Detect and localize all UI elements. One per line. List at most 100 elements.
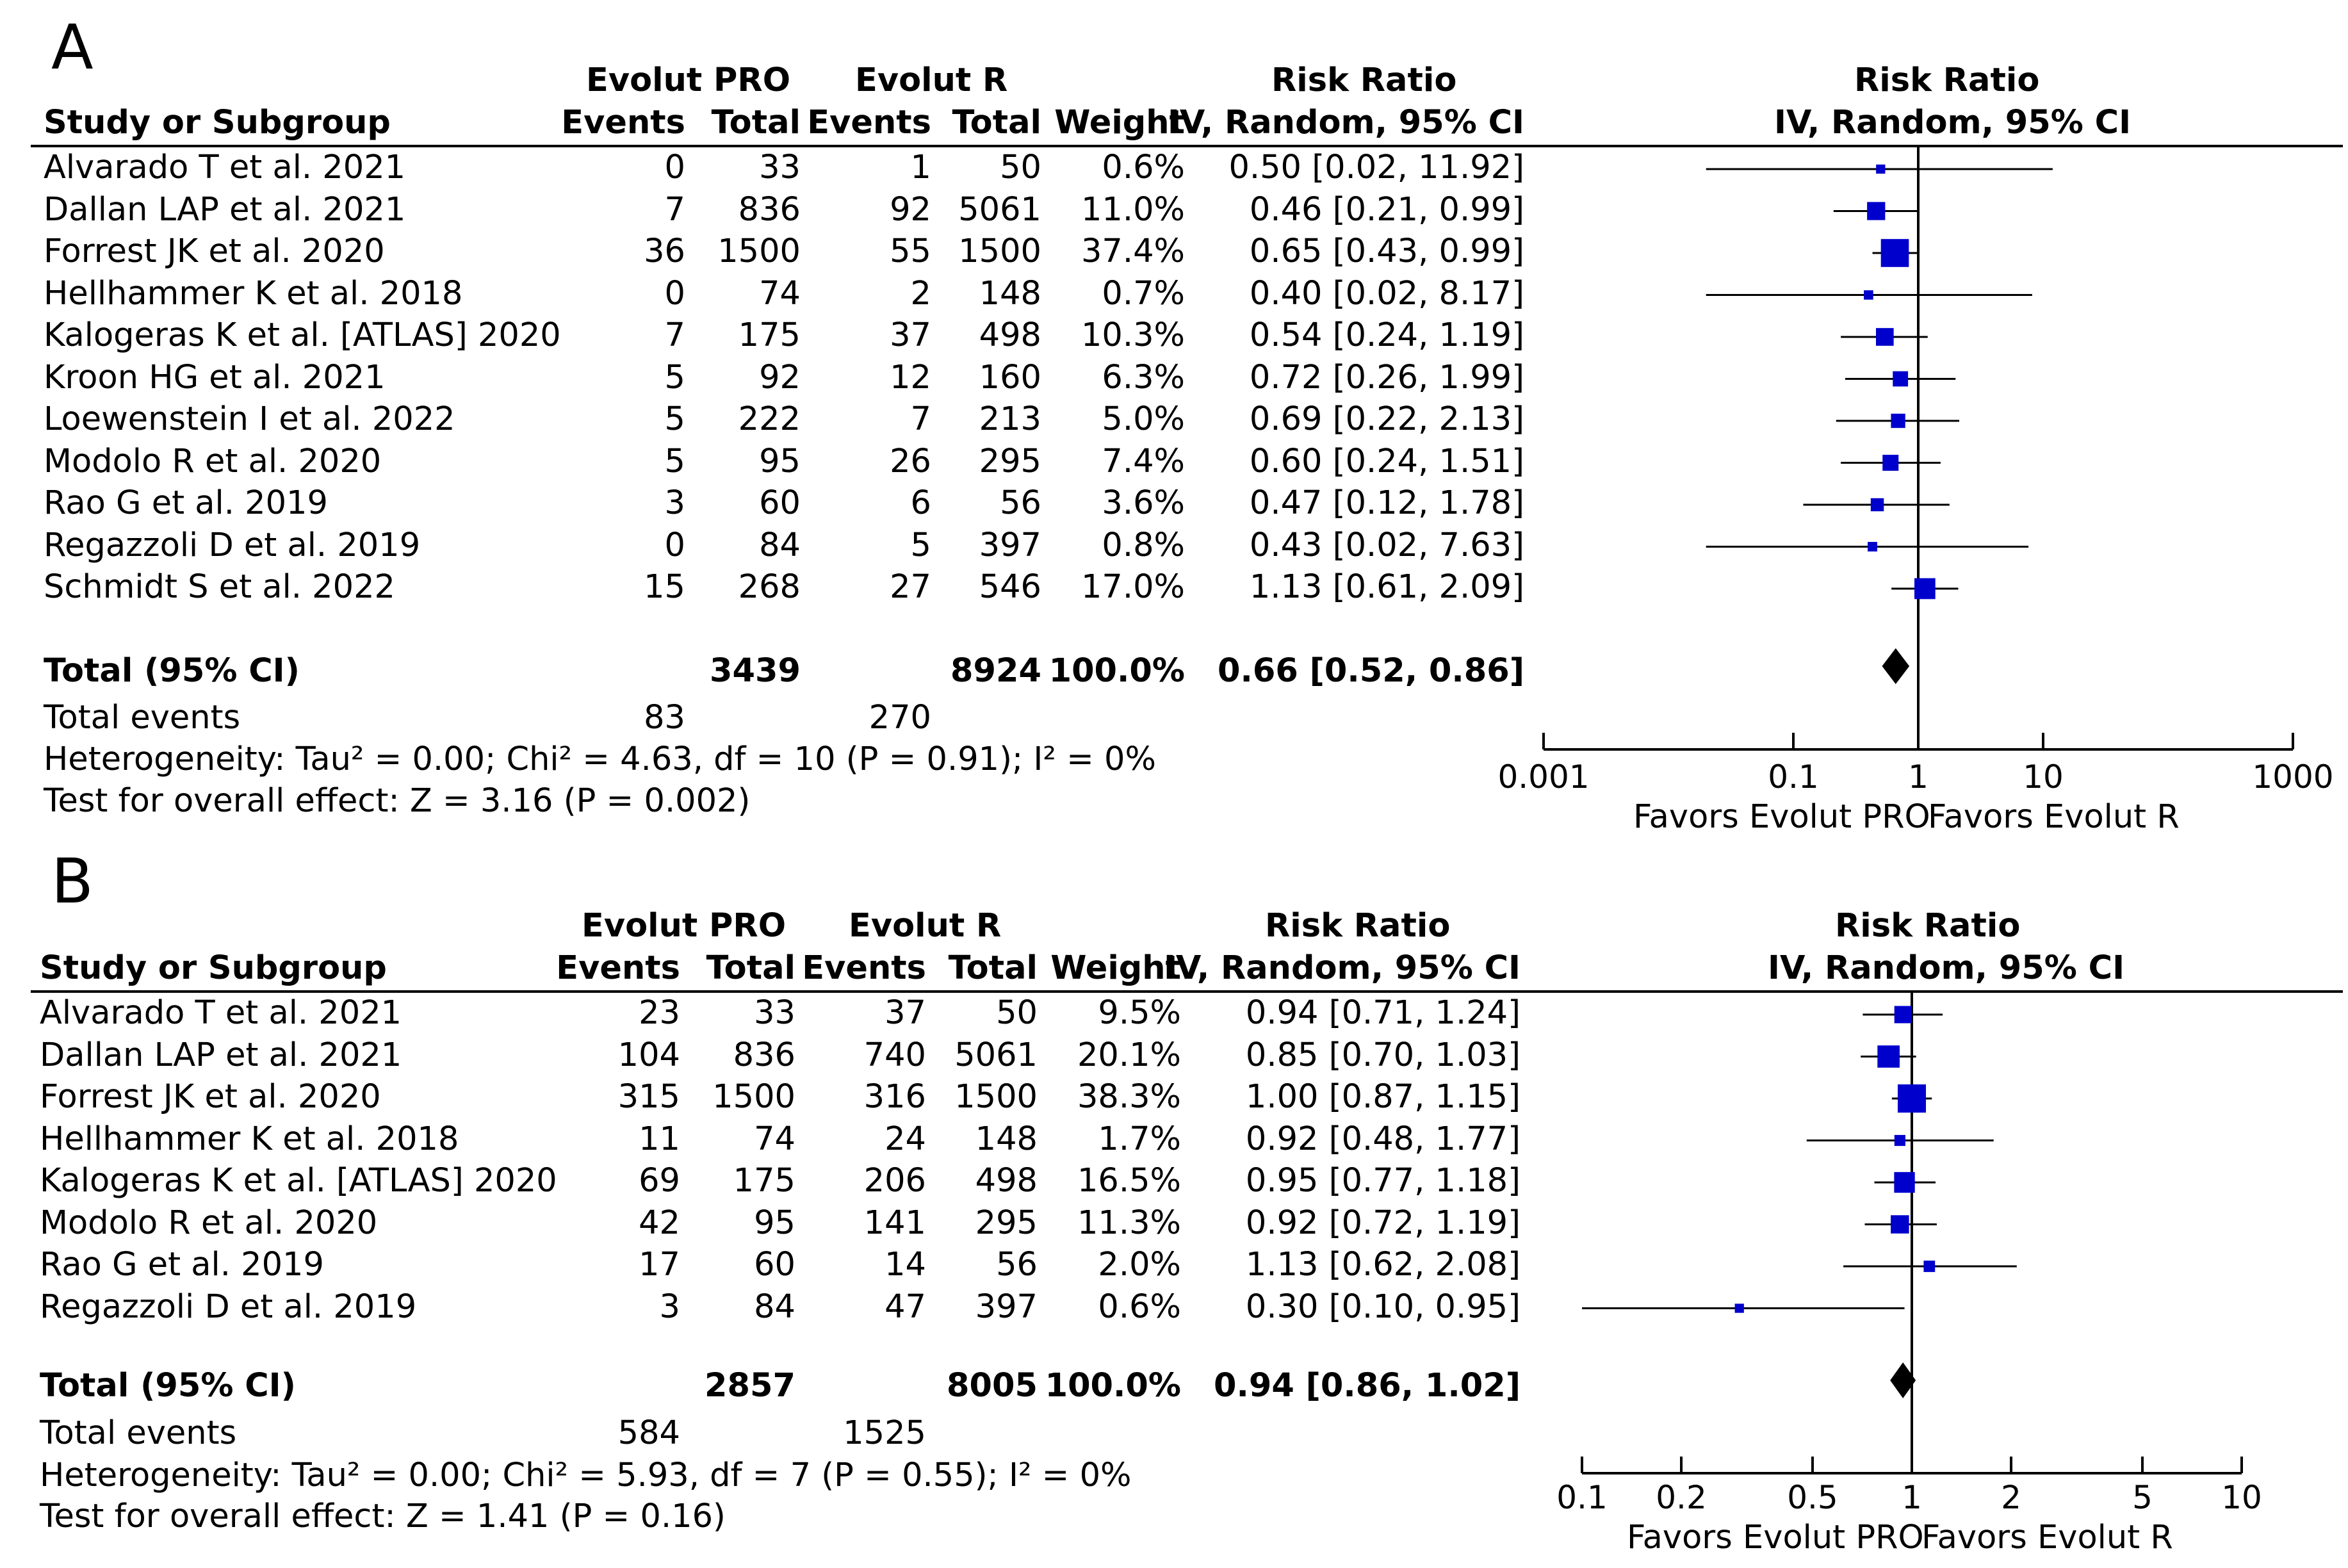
study-e1: 7 — [664, 190, 685, 229]
rr-method-header: IV, Random, 95% CI — [1163, 949, 1520, 987]
rr-plot-method-header: IV, Random, 95% CI — [1774, 104, 2132, 142]
study-ci-text: 0.65 [0.43, 0.99] — [1249, 233, 1524, 270]
point-estimate-square — [1894, 1134, 1905, 1147]
overall-effect-text: Test for overall effect: Z = 3.16 (P = 0… — [44, 782, 751, 820]
x-tick-label: 2 — [2001, 1479, 2021, 1516]
study-e1: 23 — [639, 994, 680, 1032]
group1-header: Evolut PRO — [582, 907, 787, 945]
study-e1: 15 — [644, 568, 685, 606]
study-name: Forrest JK et al. 2020 — [44, 233, 385, 270]
point-estimate-square — [1880, 239, 1909, 267]
study-t1: 175 — [733, 1162, 795, 1200]
study-e1: 5 — [664, 442, 685, 480]
study-name: Kroon HG et al. 2021 — [44, 358, 386, 396]
study-e1: 36 — [644, 233, 685, 270]
study-e1: 104 — [617, 1036, 680, 1074]
rr-header: Risk Ratio — [1271, 61, 1457, 99]
study-e2: 24 — [885, 1120, 926, 1158]
events1-header: Events — [556, 949, 680, 987]
weight-header: Weight — [1050, 949, 1181, 987]
study-name: Kalogeras K et al. [ATLAS] 2020 — [40, 1162, 557, 1200]
header-rule — [31, 145, 2343, 147]
study-t1: 33 — [754, 994, 795, 1032]
study-t1: 95 — [754, 1204, 795, 1242]
study-e2: 6 — [910, 484, 931, 522]
point-estimate-square — [1897, 1084, 1927, 1113]
study-e1: 0 — [664, 526, 685, 564]
x-tick-label: 10 — [2023, 758, 2064, 796]
study-ci-text: 0.30 [0.10, 0.95] — [1245, 1287, 1520, 1326]
study-t1: 84 — [754, 1287, 795, 1326]
study-e2: 37 — [885, 994, 926, 1032]
study-t1: 222 — [738, 400, 801, 438]
study-e2: 141 — [863, 1204, 926, 1242]
study-weight: 11.0% — [1080, 190, 1185, 229]
study-name: Hellhammer K et al. 2018 — [44, 274, 463, 313]
point-estimate-square — [1894, 1172, 1915, 1193]
study-t2: 498 — [975, 1162, 1038, 1200]
study-name: Schmidt S et al. 2022 — [44, 568, 395, 606]
study-t2: 56 — [996, 1246, 1038, 1284]
total-events-e2: 1525 — [843, 1414, 926, 1452]
study-weight: 0.7% — [1102, 274, 1185, 313]
study-ci-text: 0.72 [0.26, 1.99] — [1249, 358, 1524, 396]
point-estimate-square — [1876, 164, 1886, 174]
total2-header: Total — [948, 949, 1038, 987]
study-t1: 33 — [759, 149, 801, 186]
study-e2: 5 — [910, 526, 931, 564]
heterogeneity-text: Heterogeneity: Tau² = 0.00; Chi² = 5.93,… — [40, 1457, 1132, 1494]
study-t2: 1500 — [958, 233, 1041, 270]
x-tick-label: 0.1 — [1768, 758, 1819, 796]
study-t2: 56 — [1000, 484, 1041, 522]
study-weight: 3.6% — [1102, 484, 1185, 522]
total-events-label: Total events — [40, 1414, 237, 1452]
study-e1: 0 — [664, 149, 685, 186]
study-weight: 17.0% — [1080, 568, 1185, 606]
forest-plot-panel-a: A Evolut PRO Evolut R Risk Ratio Risk Ra… — [31, 12, 2343, 833]
events1-header: Events — [561, 104, 685, 142]
point-estimate-square — [1893, 371, 1909, 387]
x-tick-label: 1 — [1902, 1479, 1922, 1516]
study-ci-text: 0.94 [0.71, 1.24] — [1245, 994, 1520, 1032]
study-weight: 9.5% — [1098, 994, 1181, 1032]
study-name: Forrest JK et al. 2020 — [40, 1078, 381, 1116]
study-e2: 55 — [890, 233, 931, 270]
rr-plot-header: Risk Ratio — [1854, 61, 2040, 99]
study-name: Regazzoli D et al. 2019 — [40, 1287, 417, 1326]
x-tick-label: 1000 — [2252, 758, 2333, 796]
total-events-e2: 270 — [868, 699, 931, 737]
point-estimate-square — [1923, 1261, 1936, 1272]
weight-header: Weight — [1054, 104, 1185, 142]
study-e2: 26 — [890, 442, 931, 480]
study-header: Study or Subgroup — [44, 104, 391, 142]
total-diamond — [1882, 648, 1910, 684]
study-t2: 295 — [979, 442, 1041, 480]
group2-header: Evolut R — [849, 907, 1002, 945]
study-t1: 74 — [754, 1120, 795, 1158]
study-ci-text: 0.54 [0.24, 1.19] — [1249, 316, 1524, 354]
total1-header: Total — [711, 104, 801, 142]
rr-header: Risk Ratio — [1265, 907, 1451, 945]
study-name: Dallan LAP et al. 2021 — [40, 1036, 402, 1074]
study-name: Modolo R et al. 2020 — [40, 1204, 378, 1242]
study-weight: 0.6% — [1102, 149, 1185, 186]
study-name: Rao G et al. 2019 — [44, 484, 328, 522]
total-ci: 0.94 [0.86, 1.02] — [1214, 1367, 1520, 1405]
study-t2: 498 — [979, 316, 1041, 354]
study-e2: 47 — [885, 1287, 926, 1326]
study-e2: 740 — [863, 1036, 926, 1074]
study-t1: 84 — [759, 526, 801, 564]
x-tick-label: 10 — [2221, 1479, 2262, 1516]
study-name: Alvarado T et al. 2021 — [40, 994, 402, 1032]
panel-label: A — [51, 12, 94, 83]
study-e2: 92 — [890, 190, 931, 229]
study-ci-text: 0.60 [0.24, 1.51] — [1249, 442, 1524, 480]
study-ci-text: 0.92 [0.72, 1.19] — [1245, 1204, 1520, 1242]
total2-header: Total — [952, 104, 1041, 142]
study-weight: 10.3% — [1080, 316, 1185, 354]
study-ci-text: 0.95 [0.77, 1.18] — [1245, 1162, 1520, 1200]
study-ci-text: 1.13 [0.62, 2.08] — [1245, 1246, 1520, 1284]
header-rule — [31, 990, 2343, 993]
point-estimate-square — [1734, 1303, 1744, 1313]
study-t2: 397 — [979, 526, 1041, 564]
